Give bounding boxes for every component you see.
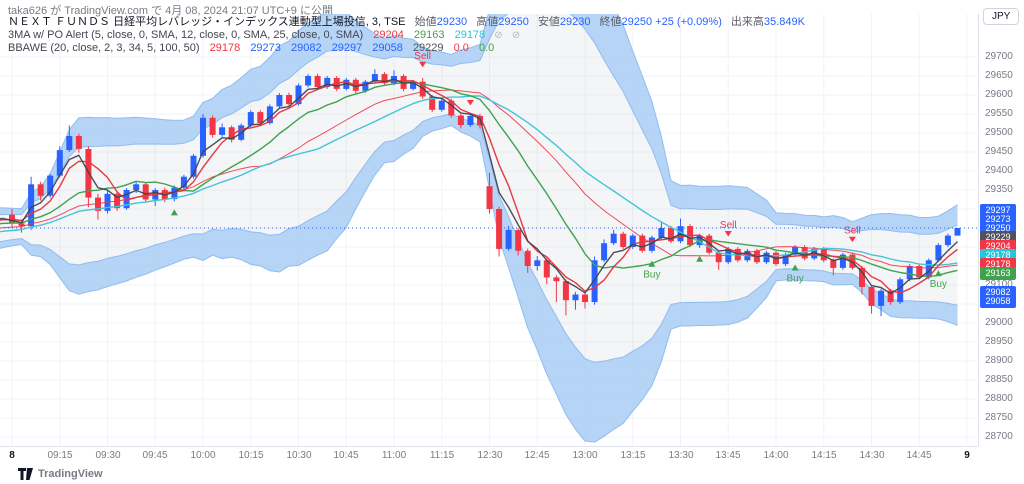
time-tick-label: 11:15 bbox=[429, 450, 455, 461]
time-tick-label: 14:15 bbox=[811, 450, 837, 461]
low-label: 安値 bbox=[537, 16, 560, 28]
triangle-up-icon bbox=[696, 255, 704, 262]
volume-value: 35.849K bbox=[763, 16, 805, 28]
price-level-chip: 29163 bbox=[980, 267, 1016, 280]
time-tick-label: 10:15 bbox=[238, 450, 264, 461]
time-tick-label: 14:45 bbox=[906, 450, 932, 461]
ma25-value: 29178 bbox=[454, 29, 486, 41]
price-tick-label: 28800 bbox=[985, 393, 1013, 404]
bbawe-awe-value: 29229 bbox=[412, 42, 444, 54]
bbawe-signal2-value: 0.0 bbox=[478, 42, 495, 54]
indicator-bbawe-title: BBAWE (20, close, 2, 3, 34, 5, 100, 50) bbox=[8, 42, 200, 54]
buy-arrow-icon bbox=[934, 270, 942, 277]
buy-signal-label: Buy bbox=[930, 279, 947, 290]
low-value: 29230 bbox=[559, 16, 591, 28]
triangle-down-icon bbox=[466, 100, 474, 106]
price-tick-label: 28700 bbox=[985, 431, 1013, 442]
price-tick-label: 29600 bbox=[985, 89, 1013, 100]
buy-signal-label: Buy bbox=[786, 274, 803, 285]
alert-off-icon[interactable]: ⊘ bbox=[494, 30, 503, 41]
price-tick-label: 29450 bbox=[985, 146, 1013, 157]
signals-layer: Sell Buy Sell Buy Sell Buy bbox=[170, 51, 947, 290]
currency-button[interactable]: JPY bbox=[983, 8, 1020, 25]
time-tick-label: 09:15 bbox=[47, 450, 73, 461]
volume-label: 出来高 bbox=[730, 16, 764, 28]
time-tick-label: 09:30 bbox=[95, 450, 121, 461]
time-tick-label: 14:30 bbox=[859, 450, 885, 461]
time-tick-label: 12:45 bbox=[524, 450, 550, 461]
open-value: 29230 bbox=[436, 16, 468, 28]
price-tick-label: 29400 bbox=[985, 165, 1013, 176]
price-tick-label: 29550 bbox=[985, 108, 1013, 119]
buy-arrow-icon bbox=[648, 260, 656, 267]
time-tick-label: 8 bbox=[9, 450, 15, 461]
legend-indicator-3ma[interactable]: 3MA w/ PO Alert (5, close, 0, SMA, 12, c… bbox=[8, 29, 805, 42]
buy-arrow-icon bbox=[791, 264, 799, 271]
time-tick-label: 10:00 bbox=[190, 450, 216, 461]
candlestick-chart[interactable]: Sell Buy Sell Buy Sell Buy bbox=[0, 14, 978, 446]
legend-symbol-row[interactable]: ＮＥＸＴ ＦＵＮＤＳ 日経平均レバレッジ・インデックス連動型上場投信, 3, T… bbox=[8, 16, 805, 29]
time-tick-label: 14:00 bbox=[763, 450, 789, 461]
sell-signal-label: Sell bbox=[414, 51, 431, 62]
tradingview-wordmark: TradingView bbox=[38, 468, 103, 480]
time-tick-label: 10:30 bbox=[286, 450, 312, 461]
bbawe-lower2-value: 29082 bbox=[290, 42, 322, 54]
sell-arrow-icon bbox=[419, 61, 427, 68]
price-tick-label: 29700 bbox=[985, 51, 1013, 62]
change-value: +25 (+0.09%) bbox=[655, 16, 722, 28]
price-tick-label: 28950 bbox=[985, 336, 1013, 347]
symbol-title: ＮＥＸＴ ＦＵＮＤＳ 日経平均レバレッジ・インデックス連動型上場投信, 3, T… bbox=[8, 16, 406, 28]
price-tick-label: 28750 bbox=[985, 412, 1013, 423]
sell-arrow-icon bbox=[724, 231, 732, 237]
time-tick-label: 13:30 bbox=[668, 450, 694, 461]
time-tick-label: 13:00 bbox=[572, 450, 598, 461]
sell-signal-label: Sell bbox=[720, 220, 737, 231]
time-tick-label: 09:45 bbox=[142, 450, 168, 461]
indicator-3ma-title: 3MA w/ PO Alert (5, close, 0, SMA, 12, c… bbox=[8, 29, 364, 41]
time-tick-label: 9 bbox=[964, 450, 970, 461]
bbawe-basis-value: 29178 bbox=[209, 42, 241, 54]
chart-pane[interactable]: Sell Buy Sell Buy Sell Buy ＮＥＸＴ ＦＵＮＤＳ 日経平均レバレ… bbox=[0, 14, 979, 446]
price-level-chip: 29058 bbox=[980, 295, 1016, 308]
time-tick-label: 10:45 bbox=[333, 450, 359, 461]
close-label: 終値 bbox=[599, 16, 622, 28]
legend-indicator-bbawe[interactable]: BBAWE (20, close, 2, 3, 34, 5, 100, 50) … bbox=[8, 42, 805, 55]
bbawe-signal1-value: 0.0 bbox=[453, 42, 469, 54]
price-tick-label: 29350 bbox=[985, 184, 1013, 195]
tradingview-logo-icon bbox=[18, 467, 33, 480]
time-axis[interactable]: 8 09:15 09:30 09:45 10:00 10:15 10:30 10:45 11:0… bbox=[0, 446, 978, 465]
footer-branding[interactable]: TradingView bbox=[18, 466, 103, 482]
high-label: 高値 bbox=[476, 16, 499, 28]
price-axis[interactable]: 29700 29650 29600 29550 29500 29450 29400 29350… bbox=[978, 14, 1024, 446]
publish-info: taka626 が TradingView.com で 4月 08, 2024 … bbox=[8, 5, 333, 17]
open-label: 始値 bbox=[414, 16, 437, 28]
price-tick-label: 29500 bbox=[985, 127, 1013, 138]
ma12-value: 29163 bbox=[413, 29, 445, 41]
triangle-up-icon bbox=[170, 209, 178, 216]
price-tick-label: 29650 bbox=[985, 70, 1013, 81]
alert-off-icon[interactable]: ⊘ bbox=[511, 30, 521, 41]
time-tick-label: 12:30 bbox=[477, 450, 503, 461]
price-tick-label: 29000 bbox=[985, 317, 1013, 328]
time-tick-label: 13:15 bbox=[620, 450, 646, 461]
ma5-value: 29204 bbox=[373, 29, 404, 41]
price-tick-label: 28900 bbox=[985, 355, 1013, 366]
price-tick-label: 29100 bbox=[985, 279, 1013, 290]
close-value: 29250 bbox=[621, 16, 653, 28]
bbawe-upper2-value: 29273 bbox=[250, 42, 281, 54]
buy-signal-label: Buy bbox=[643, 270, 660, 281]
sell-signal-label: Sell bbox=[844, 226, 861, 237]
bbawe-lower3-value: 29058 bbox=[372, 42, 403, 54]
chart-legend: ＮＥＸＴ ＦＵＮＤＳ 日経平均レバレッジ・インデックス連動型上場投信, 3, T… bbox=[8, 16, 805, 55]
time-tick-label: 11:00 bbox=[381, 450, 407, 461]
time-tick-label: 13:45 bbox=[715, 450, 741, 461]
sell-arrow-icon bbox=[848, 236, 856, 243]
price-tick-label: 28850 bbox=[985, 374, 1013, 385]
bbawe-upper3-value: 29297 bbox=[331, 42, 363, 54]
high-value: 29250 bbox=[498, 16, 529, 28]
